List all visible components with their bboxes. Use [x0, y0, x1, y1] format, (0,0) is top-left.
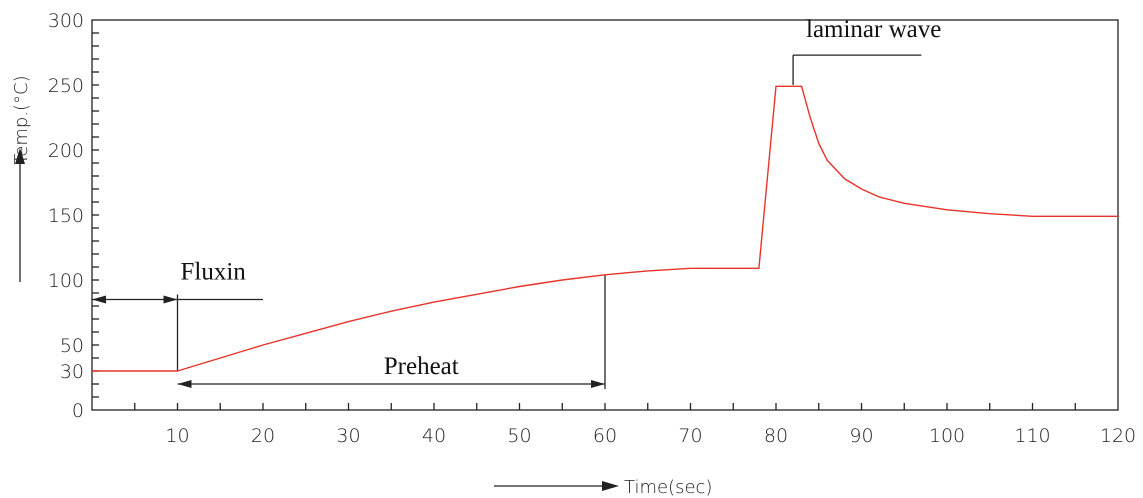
x-tick-label: 110 — [1014, 425, 1050, 447]
temperature-curve — [92, 85, 1118, 372]
y-tick-label: 200 — [48, 140, 84, 162]
y-tick-label: 100 — [48, 270, 84, 292]
fluxin-arrow-left — [92, 295, 106, 304]
laminar-wave-label: laminar wave — [806, 16, 941, 43]
x-axis-arrow-head — [602, 481, 619, 491]
x-tick-label: 100 — [929, 425, 965, 447]
x-tick-label: 60 — [593, 425, 617, 447]
y-tick-label: 50 — [60, 335, 84, 357]
ticks: 0 30 50 100 150 200 250 300 10 20 30 40 50 60 70 80 90 10… — [48, 10, 1136, 447]
fluxin-arrow-right — [163, 295, 178, 304]
x-tick-label: 120 — [1100, 425, 1136, 447]
y-axis-title: Temp.(°C) — [11, 75, 32, 164]
preheat-arrow-right — [591, 380, 605, 388]
x-axis-title: Time(sec) — [624, 477, 712, 498]
x-tick-label: 30 — [336, 425, 360, 447]
annotations: Temp.(°C) Time(sec) Fluxin Preheat laminar w… — [11, 16, 941, 498]
x-tick-label: 50 — [507, 425, 531, 447]
x-tick-label: 20 — [251, 425, 275, 447]
x-tick-label: 80 — [764, 425, 788, 447]
preheat-arrow-left — [177, 380, 192, 388]
x-tick-label: 40 — [422, 425, 446, 447]
series — [92, 85, 1118, 372]
preheat-label: Preheat — [384, 353, 459, 380]
x-tick-label: 10 — [165, 425, 189, 447]
y-tick-label: 250 — [48, 75, 84, 97]
x-tick-label: 90 — [849, 425, 873, 447]
x-tick-label: 70 — [678, 425, 702, 447]
y-tick-label: 150 — [48, 205, 84, 227]
fluxin-label: Fluxin — [181, 259, 247, 286]
y-tick-label: 300 — [48, 10, 84, 32]
y-tick-label: 0 — [72, 400, 84, 422]
y-axis-arrow-head — [15, 148, 25, 164]
y-tick-label: 30 — [60, 361, 84, 383]
